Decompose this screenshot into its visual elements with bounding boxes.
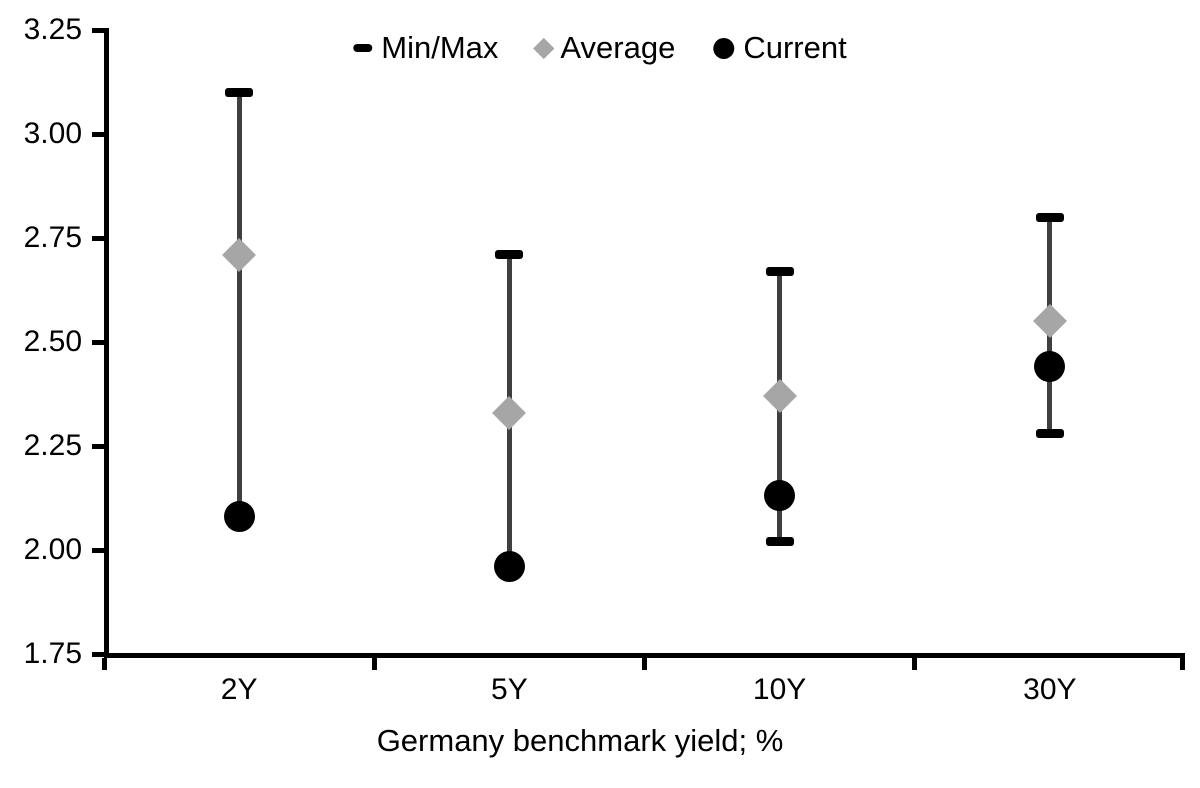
min-cap-10Y [765,537,794,547]
max-cap-10Y [765,266,794,276]
y-tick-label: 2.50 [23,325,82,358]
minmax-dash-icon [353,44,373,52]
legend-label-minmax: Min/Max [381,30,499,65]
x-tick [1180,658,1185,670]
max-cap-2Y [225,87,254,97]
current-marker-30Y [1034,351,1066,383]
x-tick [642,658,647,670]
y-tick-label: 2.25 [23,429,82,462]
max-cap-30Y [1035,212,1064,222]
average-diamond-icon [533,37,555,59]
legend-item-average: Average [533,28,676,68]
y-tick-label: 3.00 [23,117,82,150]
y-tick [92,235,104,241]
y-tick [92,131,104,137]
y-tick [92,443,104,449]
average-marker-10Y [762,379,797,414]
x-tick [101,658,107,670]
y-tick-label: 3.25 [23,13,82,46]
x-tick-label: 30Y [1023,673,1077,706]
average-marker-30Y [1032,304,1067,339]
current-marker-10Y [764,480,796,512]
x-tick [371,658,377,670]
whisker-line-2Y [236,92,242,517]
min-cap-30Y [1035,429,1064,439]
y-tick [92,339,104,345]
legend-item-minmax: Min/Max [353,28,498,68]
current-marker-5Y [493,551,525,583]
x-axis-title: Germany benchmark yield; % [376,723,784,758]
y-tick-label: 1.75 [23,637,82,670]
legend-label-current: Current [743,30,847,65]
y-tick-label: 2.00 [23,533,82,566]
y-tick [92,651,104,657]
max-cap-5Y [495,250,524,260]
legend: Min/Max Average Current [353,28,847,68]
average-marker-2Y [222,237,257,272]
y-tick [92,547,104,553]
current-marker-2Y [223,501,255,533]
y-tick-label: 2.75 [23,221,82,254]
x-tick-label: 5Y [491,673,528,706]
legend-label-average: Average [560,30,676,65]
current-circle-icon [713,37,735,59]
x-tick [912,658,918,670]
y-tick [92,27,104,33]
y-axis-spine [104,27,109,658]
x-tick-label: 10Y [752,673,807,706]
x-tick-label: 2Y [220,673,258,706]
average-marker-5Y [492,395,527,430]
legend-item-current: Current [713,28,847,68]
x-axis-spine [104,653,1185,658]
